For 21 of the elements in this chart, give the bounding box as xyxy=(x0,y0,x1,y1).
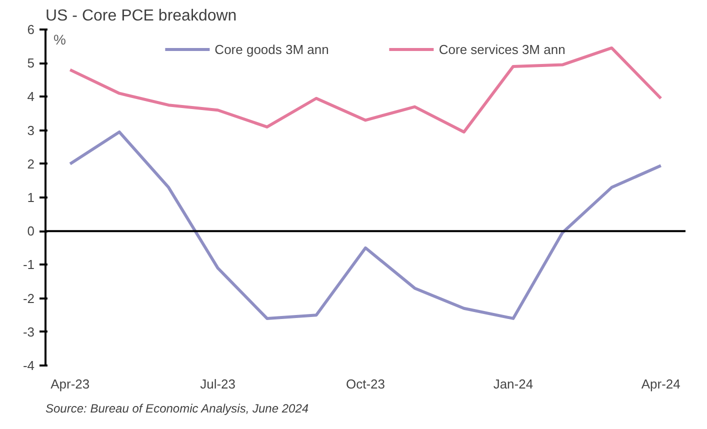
legend-label: Core goods 3M ann xyxy=(214,42,329,56)
y-tick-label: 6 xyxy=(27,22,35,37)
y-tick-label: -3 xyxy=(22,324,35,340)
x-tick-label: Oct-23 xyxy=(346,376,386,392)
x-tick-label: Jan-24 xyxy=(493,376,534,392)
x-tick-label: Apr-24 xyxy=(641,376,680,392)
y-axis-title: % xyxy=(54,32,66,48)
y-tick-label: 0 xyxy=(27,224,35,239)
y-tick-label: 1 xyxy=(27,190,35,205)
x-tick-label: Jul-23 xyxy=(200,376,236,392)
y-tick-label: 2 xyxy=(27,156,35,172)
y-tick-label: 5 xyxy=(27,56,35,71)
x-tick-label: Apr-23 xyxy=(50,376,90,392)
y-tick-label: 4 xyxy=(27,89,35,104)
y-tick-label: -4 xyxy=(22,358,35,373)
y-tick-label: 3 xyxy=(27,122,35,138)
legend-label: Core services 3M ann xyxy=(438,42,566,56)
y-tick-label: -2 xyxy=(22,290,35,306)
source-note: Source: Bureau of Economic Analysis, June 2024 xyxy=(46,402,309,416)
chart-title: US - Core PCE breakdown xyxy=(46,8,237,24)
y-tick-label: -1 xyxy=(22,257,35,272)
